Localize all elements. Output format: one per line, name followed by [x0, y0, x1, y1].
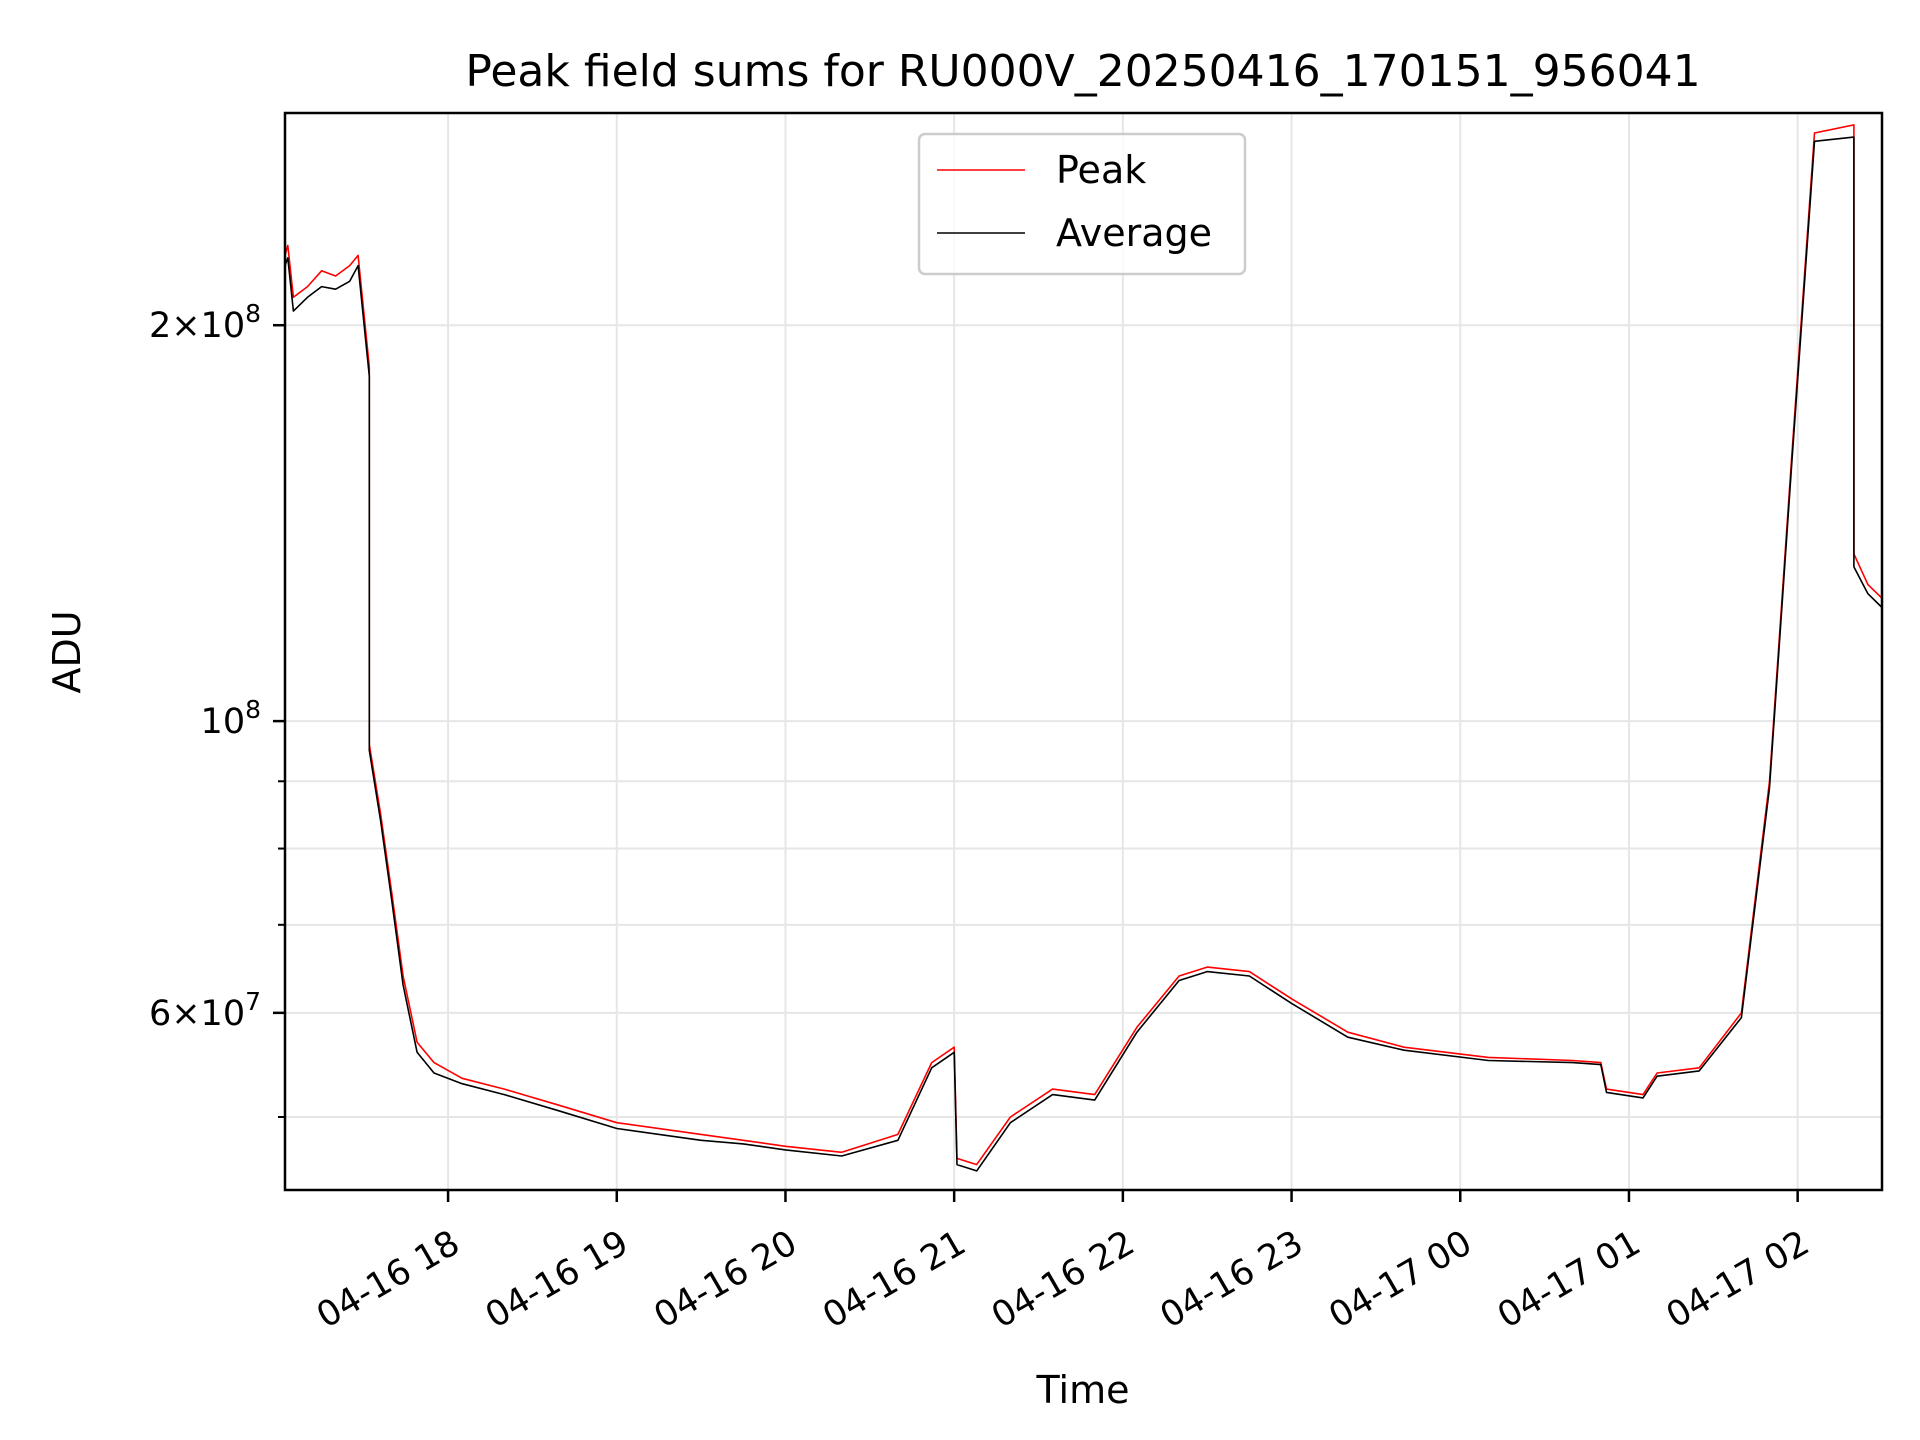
legend-box — [917, 132, 1247, 276]
grid-layer — [285, 113, 1882, 1190]
legend: Peak Average — [917, 132, 1247, 276]
series-layer — [284, 124, 1883, 1172]
x-axis-label: Time — [1036, 1368, 1130, 1412]
plot-frame — [283, 111, 1884, 1192]
legend-peak-label: Peak — [1056, 148, 1146, 192]
y-tick-layer: 2×108 108 6×107 — [149, 299, 285, 1118]
series-line-average — [284, 136, 1883, 1172]
y-tick-label: 2×108 — [149, 299, 261, 346]
y-tick-label: 108 — [201, 695, 261, 742]
chart-title: Peak field sums for RU000V_20250416_1701… — [465, 46, 1700, 97]
legend-average-label: Average — [1056, 211, 1212, 255]
y-tick-label: 6×107 — [149, 987, 261, 1034]
y-axis-label: ADU — [45, 610, 89, 693]
